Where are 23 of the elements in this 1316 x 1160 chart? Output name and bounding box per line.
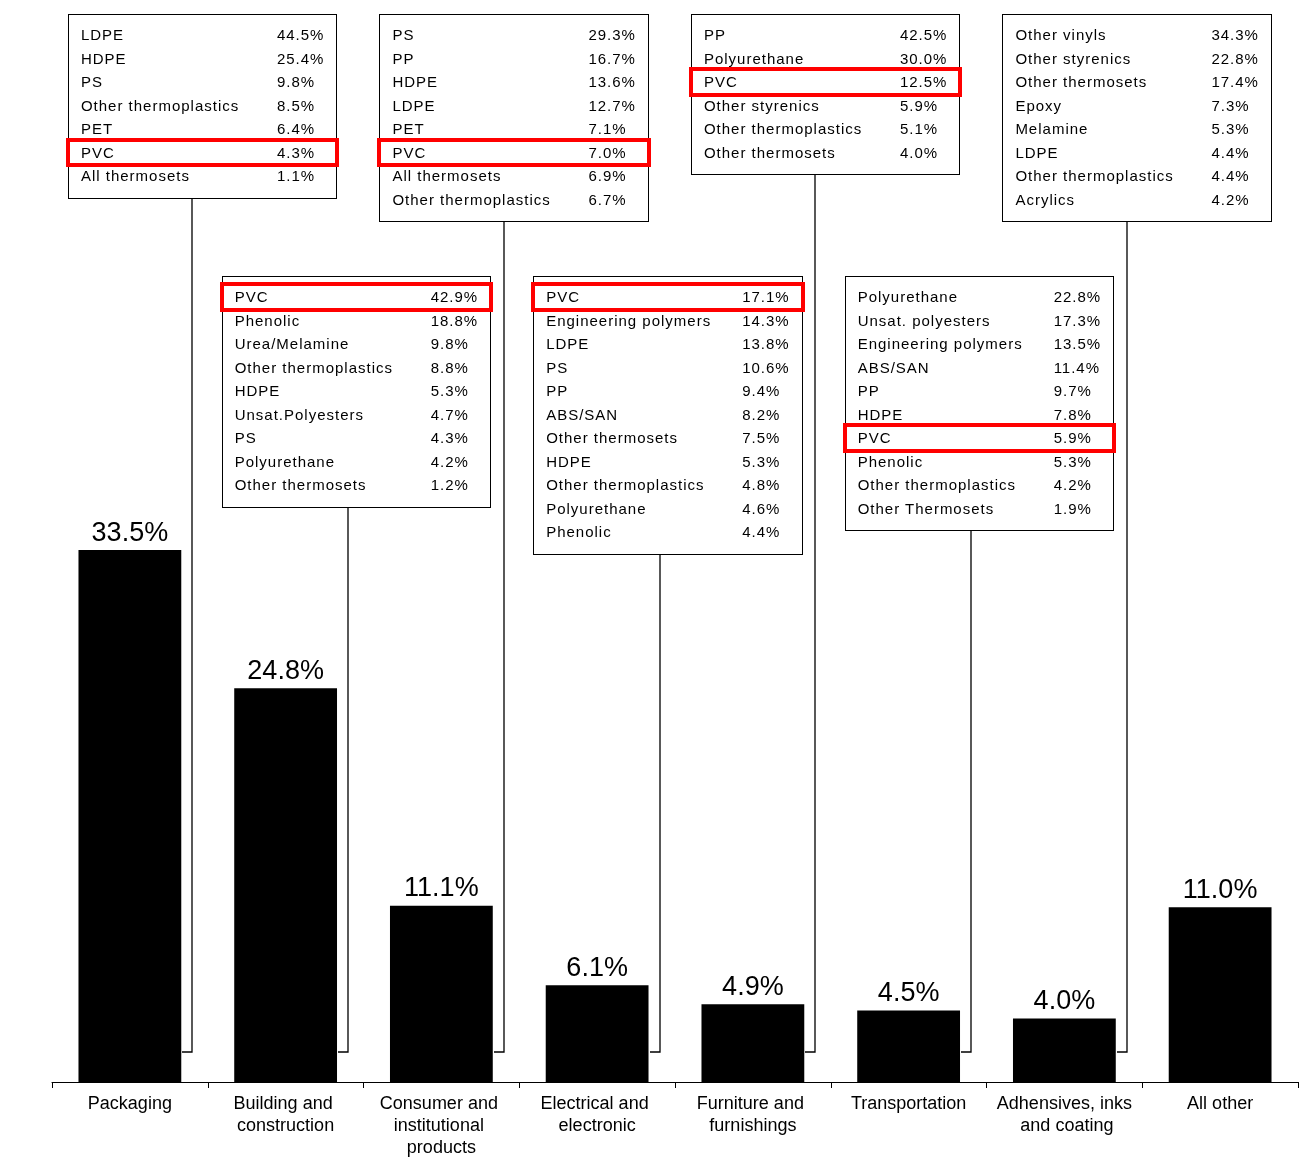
data-label: 11.0% bbox=[1182, 873, 1258, 904]
data-label: 11.1% bbox=[404, 872, 479, 903]
text: PVC 42.9% Phenolic 18.8% Urea/Melamine 9.8% Other thermoplastics 8.8% HDPE 5.3% Unsat.Polyesters 4.7% PS 4.3% Polyurethane 4.2% Other thermosets 1.2% bbox=[234, 288, 479, 493]
x-tick-label: Building and construction bbox=[233, 1093, 338, 1135]
data-label: 24.8% bbox=[247, 654, 324, 685]
text: PP 42.5% Polyurethane 30.0% PVC 12.5% Other styrenics 5.9% Other thermoplastics 5.1% Other thermosets 4.0% bbox=[703, 25, 948, 163]
data-label: 33.5% bbox=[91, 516, 169, 547]
data-label: 4.0% bbox=[1033, 984, 1096, 1015]
x-tick-label: Packaging bbox=[87, 1093, 172, 1113]
x-tick-label: Transportation bbox=[850, 1093, 967, 1113]
data-label: 4.9% bbox=[722, 970, 784, 1001]
text: Polyurethane 22.8% Unsat. polyesters 17.3% Engineering polymers 13.5% ABS/SAN 11.4% PP 9.7% HDPE 7.8% PVC 5.9% Phenolic 5.3% Other thermoplastics 4.2% Other Thermosets 1.9% bbox=[857, 288, 1102, 517]
text: LDPE 44.5% HDPE 25.4% PS 9.8% Other thermoplastics 8.5% PET 6.4% PVC 4.3% All thermosets 1.1% bbox=[80, 25, 325, 186]
text: PS 29.3% PP 16.7% HDPE 13.6% LDPE 12.7% PET 7.1% PVC 7.0% All thermosets 6.9% Other thermoplastics 6.7% bbox=[392, 25, 636, 210]
x-tick-label: Adhensives, inks and coating bbox=[996, 1093, 1132, 1135]
x-tick-label: Furniture and furnishings bbox=[696, 1093, 809, 1135]
data-label: 6.1% bbox=[566, 951, 628, 982]
data-label: 4.5% bbox=[877, 977, 940, 1008]
x-tick-label: Consumer and institutional products bbox=[379, 1093, 503, 1157]
text: PVC 17.1% Engineering polymers 14.3% LDPE 13.8% PS 10.6% PP 9.4% ABS/SAN 8.2% Other thermosets 7.5% HDPE 5.3% Other thermoplastics 4.8% Polyurethane 4.6% Phenolic 4.4% bbox=[546, 288, 790, 540]
x-tick-label: All other bbox=[1187, 1093, 1254, 1113]
x-tick-label: Electrical and electronic bbox=[540, 1093, 654, 1135]
text: Other vinyls 34.3% Other styrenics 22.8% Other thermosets 17.4% Epoxy 7.3% Melamine 5.3% LDPE 4.4% Other thermoplastics 4.4% Acrylics 4.2% bbox=[1015, 25, 1259, 210]
